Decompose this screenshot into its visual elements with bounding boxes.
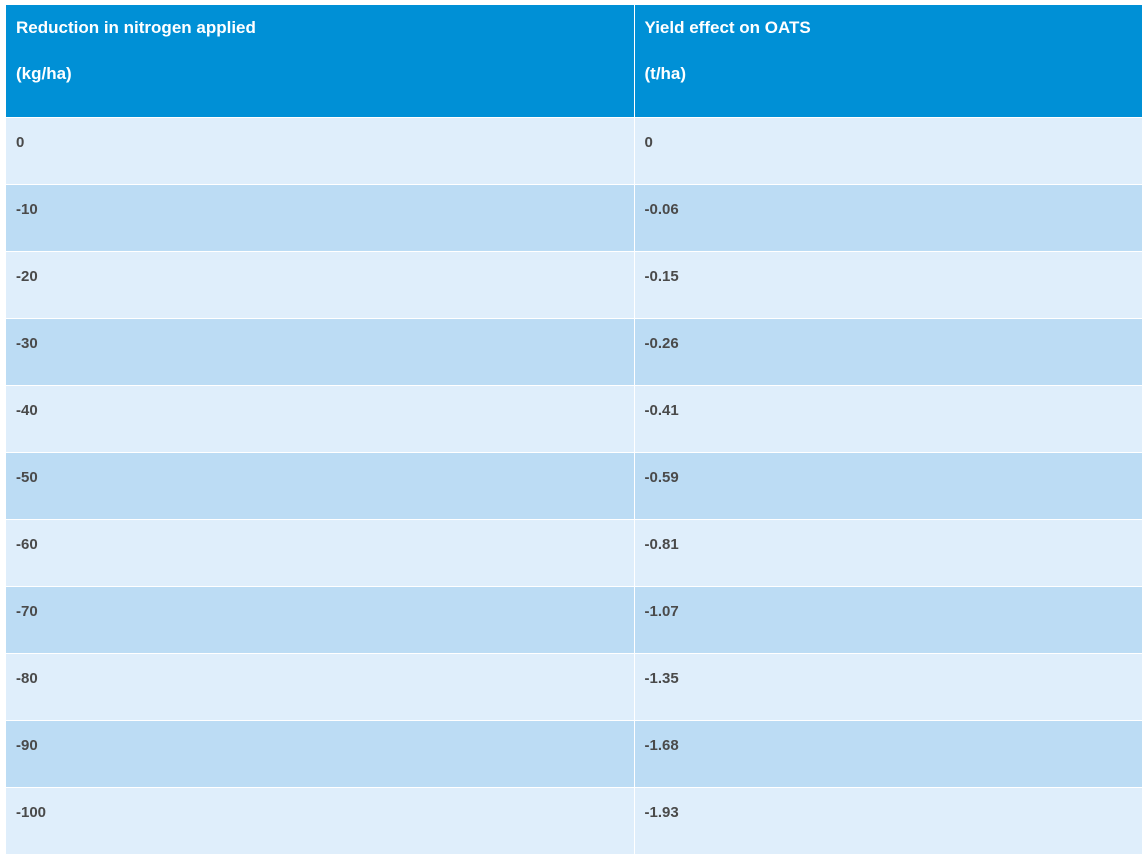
yield-effect-cell: -0.81 xyxy=(633,518,1142,586)
yield-effect-cell: -0.41 xyxy=(633,384,1142,452)
header-nitrogen-title: Reduction in nitrogen applied xyxy=(16,18,256,37)
nitrogen-reduction-cell: -50 xyxy=(6,451,634,519)
nitrogen-reduction-cell: -90 xyxy=(6,719,634,787)
yield-effect-cell: 0 xyxy=(633,116,1142,184)
yield-effect-cell: -0.06 xyxy=(633,183,1142,251)
yield-effect-cell: -1.68 xyxy=(633,719,1142,787)
yield-effect-cell: -1.07 xyxy=(633,585,1142,653)
header-nitrogen-unit: (kg/ha) xyxy=(16,64,72,83)
header-nitrogen-reduction: Reduction in nitrogen applied (kg/ha) xyxy=(6,5,634,117)
table-body: 0 0 -10 -0.06 -20 -0.15 -30 -0.26 -40 -0.41 -50 -0.… xyxy=(6,116,1142,854)
yield-effect-cell: -1.35 xyxy=(633,652,1142,720)
nitrogen-reduction-cell: -100 xyxy=(6,786,634,854)
nitrogen-reduction-cell: 0 xyxy=(6,116,634,184)
yield-effect-cell: -1.93 xyxy=(633,786,1142,854)
table-row: -90 -1.68 xyxy=(6,719,1142,787)
table-row: -40 -0.41 xyxy=(6,384,1142,452)
table-header: Reduction in nitrogen applied (kg/ha) Yi… xyxy=(6,5,1142,117)
nitrogen-reduction-cell: -30 xyxy=(6,317,634,385)
nitrogen-reduction-cell: -70 xyxy=(6,585,634,653)
nitrogen-reduction-cell: -80 xyxy=(6,652,634,720)
table-row: -20 -0.15 xyxy=(6,250,1142,318)
header-yield-effect: Yield effect on OATS (t/ha) xyxy=(633,5,1142,117)
table-row: -50 -0.59 xyxy=(6,451,1142,519)
table-row: -100 -1.93 xyxy=(6,786,1142,854)
nitrogen-reduction-cell: -60 xyxy=(6,518,634,586)
table-row: -60 -0.81 xyxy=(6,518,1142,586)
table-row: -10 -0.06 xyxy=(6,183,1142,251)
nitrogen-reduction-cell: -40 xyxy=(6,384,634,452)
yield-effect-cell: -0.26 xyxy=(633,317,1142,385)
nitrogen-reduction-cell: -20 xyxy=(6,250,634,318)
nitrogen-reduction-cell: -10 xyxy=(6,183,634,251)
header-yield-title: Yield effect on OATS xyxy=(644,18,811,37)
yield-effect-cell: -0.59 xyxy=(633,451,1142,519)
header-row: Reduction in nitrogen applied (kg/ha) Yi… xyxy=(6,5,1142,117)
yield-effect-cell: -0.15 xyxy=(633,250,1142,318)
yield-table-container: Reduction in nitrogen applied (kg/ha) Yi… xyxy=(6,5,1142,854)
header-yield-unit: (t/ha) xyxy=(644,64,687,83)
table-row: -30 -0.26 xyxy=(6,317,1142,385)
nitrogen-yield-table: Reduction in nitrogen applied (kg/ha) Yi… xyxy=(6,5,1142,854)
table-row: -80 -1.35 xyxy=(6,652,1142,720)
table-row: -70 -1.07 xyxy=(6,585,1142,653)
